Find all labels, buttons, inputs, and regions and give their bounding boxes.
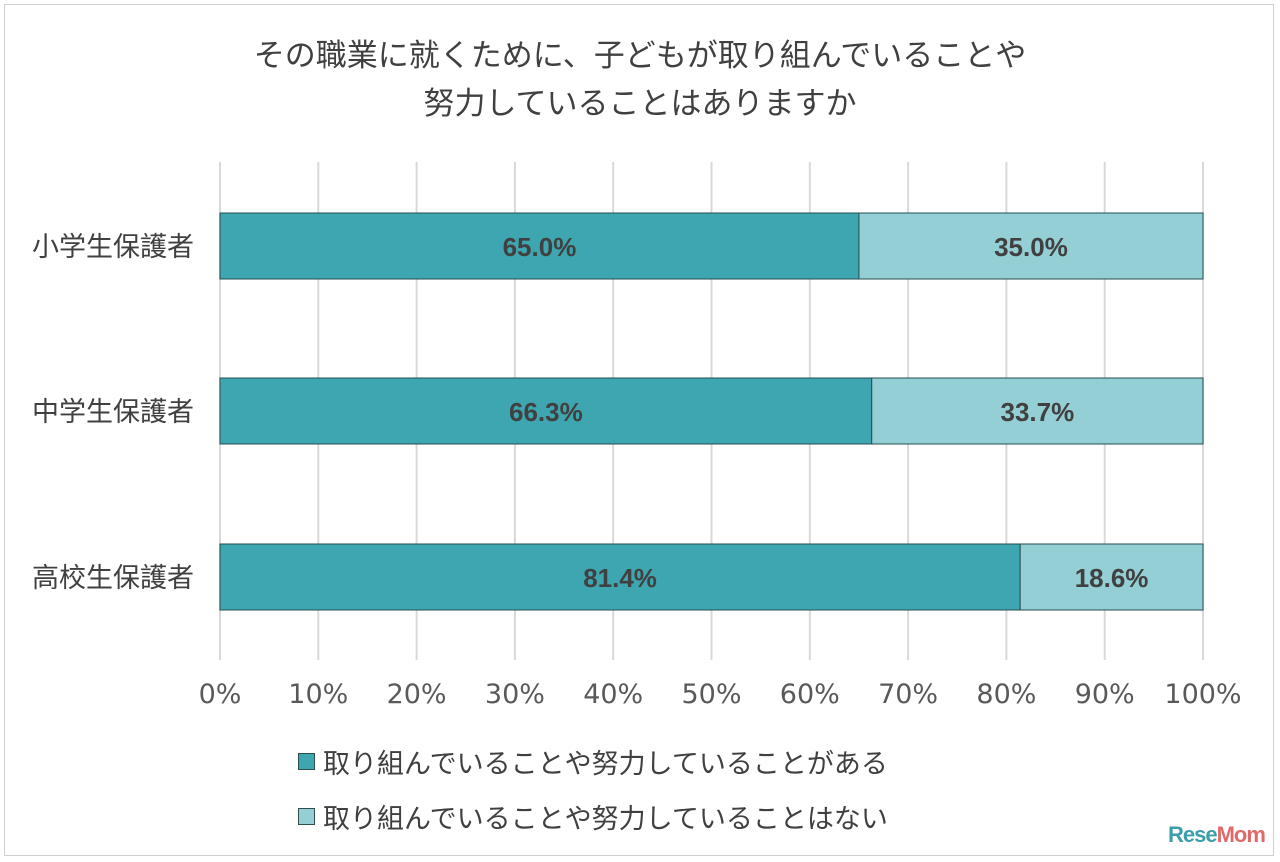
legend-swatch-series-2 xyxy=(298,808,315,825)
x-tick-label-9: 90% xyxy=(1075,679,1135,710)
chart-title-line-2: 努力していることはありますか xyxy=(423,86,857,122)
data-label-series-2-cat-1: 33.7% xyxy=(1000,397,1074,427)
x-tick-label-7: 70% xyxy=(878,679,938,710)
x-tick-label-6: 60% xyxy=(780,679,840,710)
x-tick-label-5: 50% xyxy=(681,679,741,710)
chart-title-line-1: その職業に就くために、子どもが取り組んでいることや xyxy=(253,38,1027,74)
y-category-label-1: 中学生保護者 xyxy=(32,397,194,428)
legend-label-series-1: 取り組んでいることや努力していることがある xyxy=(323,749,888,780)
bar-series-1-cat-2 xyxy=(219,543,1021,611)
x-tick-label-2: 20% xyxy=(387,679,447,710)
legend-label-series-2: 取り組んでいることや努力していることはない xyxy=(323,804,888,835)
x-tick-label-1: 10% xyxy=(288,679,348,710)
y-category-label-0: 小学生保護者 xyxy=(32,232,194,263)
legend-swatch-series-1 xyxy=(298,753,315,770)
data-label-series-2-cat-2: 18.6% xyxy=(1075,563,1149,593)
legend-item-series-2: 取り組んでいることや努力していることはない xyxy=(298,797,888,836)
data-label-series-1-cat-0: 65.0% xyxy=(503,232,577,262)
legend-item-series-1: 取り組んでいることや努力していることがある xyxy=(298,742,888,781)
resemom-logo: ReseMom xyxy=(1168,822,1266,847)
bar-series-2-cat-0 xyxy=(858,212,1204,280)
chart-title: その職業に就くために、子どもが取り組んでいることや 努力していることはありますか xyxy=(0,32,1280,128)
bar-series-1-cat-1 xyxy=(219,377,873,445)
x-tick-label-0: 0% xyxy=(199,679,242,710)
x-tick-label-4: 40% xyxy=(583,679,643,710)
y-category-label-2: 高校生保護者 xyxy=(32,563,194,594)
bar-series-1-cat-0 xyxy=(219,212,860,280)
bar-series-2-cat-2 xyxy=(1019,543,1204,611)
x-tick-label-8: 80% xyxy=(976,679,1036,710)
data-label-series-1-cat-1: 66.3% xyxy=(509,397,583,427)
bar-series-2-cat-1 xyxy=(871,377,1204,445)
x-tick-label-3: 30% xyxy=(485,679,545,710)
data-label-series-2-cat-0: 35.0% xyxy=(994,232,1068,262)
data-label-series-1-cat-2: 81.4% xyxy=(583,563,657,593)
x-tick-label-10: 100% xyxy=(1164,679,1241,710)
